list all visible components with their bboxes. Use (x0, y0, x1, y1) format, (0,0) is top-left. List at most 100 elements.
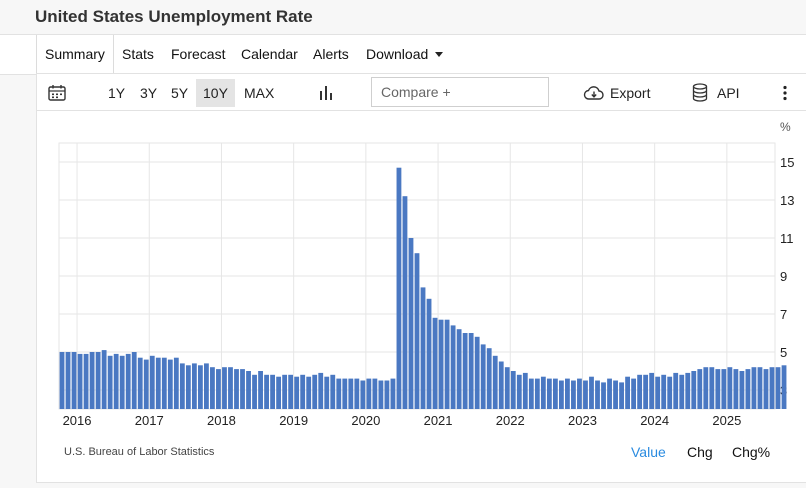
bar (234, 369, 239, 409)
bar (149, 355, 155, 409)
bar (252, 374, 257, 409)
compare-input[interactable]: Compare + (371, 77, 549, 107)
bar (185, 365, 191, 409)
range-5y-button[interactable]: 5Y (171, 85, 189, 101)
bar (498, 361, 504, 409)
tab-alerts[interactable]: Alerts (313, 46, 349, 62)
tab-forecast[interactable]: Forecast (171, 46, 226, 62)
bar (589, 376, 594, 409)
bar (276, 376, 282, 409)
bar (396, 167, 402, 409)
bar (282, 374, 288, 409)
bar (577, 378, 582, 409)
bar (83, 353, 89, 409)
bar (300, 374, 306, 409)
bar (360, 380, 366, 409)
bar (607, 378, 612, 409)
chart-type-icon[interactable] (319, 85, 335, 101)
bar (534, 378, 540, 409)
range-3y-button[interactable]: 3Y (140, 85, 158, 101)
y-unit-label: % (780, 120, 791, 134)
bar (240, 369, 245, 409)
bar (408, 238, 414, 409)
bar (173, 357, 179, 409)
value-mode-button[interactable]: Value (631, 444, 666, 460)
range-1y-button[interactable]: 1Y (108, 85, 126, 101)
chart-toolbar: 1Y 3Y 5Y 10Y MAX Compare + Export API (36, 73, 806, 111)
bar (450, 325, 456, 409)
bar (709, 367, 715, 409)
x-tick-label: 2022 (496, 413, 525, 428)
bar (101, 350, 107, 409)
bar (137, 357, 143, 409)
source-label: U.S. Bureau of Labor Statistics (64, 446, 215, 458)
bar (426, 298, 432, 409)
y-tick-label: 11 (780, 231, 794, 246)
cloud-download-icon (583, 86, 604, 100)
tab-download[interactable]: Download (366, 35, 444, 74)
bar (258, 371, 263, 409)
export-button[interactable]: Export (583, 84, 650, 102)
calendar-icon[interactable] (48, 84, 66, 101)
bar (462, 333, 468, 409)
bar (324, 376, 330, 409)
bar (456, 329, 462, 409)
bar (775, 367, 781, 409)
tab-calendar[interactable]: Calendar (241, 46, 298, 62)
bar (667, 376, 673, 409)
bar (486, 348, 492, 409)
bar (330, 374, 336, 409)
bar (546, 378, 552, 409)
bar (474, 336, 480, 409)
bar (59, 352, 65, 409)
bar (113, 353, 119, 409)
x-tick-label: 2023 (568, 413, 597, 428)
bar (65, 352, 71, 409)
chg-percent-mode-button[interactable]: Chg% (732, 444, 771, 460)
api-button[interactable]: API (692, 83, 740, 103)
tab-stats[interactable]: Stats (122, 46, 154, 62)
bar (119, 355, 125, 409)
bar (595, 380, 600, 409)
bar (414, 253, 420, 409)
range-10y-button[interactable]: 10Y (196, 79, 235, 107)
bar (432, 317, 438, 409)
bar (552, 378, 558, 409)
more-options-icon[interactable] (782, 85, 788, 101)
x-tick-label: 2017 (135, 413, 164, 428)
bar (745, 369, 751, 409)
bar (125, 353, 131, 409)
bar (222, 367, 227, 409)
database-icon (692, 83, 708, 102)
bar (601, 382, 606, 409)
bar (95, 352, 101, 409)
bar (444, 319, 450, 409)
bar (679, 374, 685, 409)
range-max-button[interactable]: MAX (244, 85, 275, 101)
bar (613, 380, 618, 409)
bar (71, 352, 77, 409)
bar (384, 380, 390, 409)
bar (306, 376, 312, 409)
bar (781, 365, 787, 409)
tab-summary[interactable]: Summary (36, 35, 114, 75)
bar (167, 359, 173, 409)
bar (420, 287, 426, 409)
x-tick-label: 2021 (424, 413, 453, 428)
api-label: API (717, 85, 740, 101)
bar (216, 369, 221, 409)
chg-mode-button[interactable]: Chg (687, 444, 713, 460)
bar (402, 196, 408, 409)
bar (294, 376, 300, 409)
y-tick-label: 5 (780, 345, 787, 360)
bar (625, 376, 630, 409)
bar (571, 380, 576, 409)
tabs-bar: Summary Stats Forecast Calendar Alerts D… (0, 34, 806, 75)
bar (480, 344, 486, 409)
y-tick-label: 15 (780, 155, 794, 170)
bar (336, 378, 342, 409)
bar (643, 374, 649, 409)
bar (228, 367, 233, 409)
bar (733, 369, 739, 409)
bar (673, 372, 679, 409)
